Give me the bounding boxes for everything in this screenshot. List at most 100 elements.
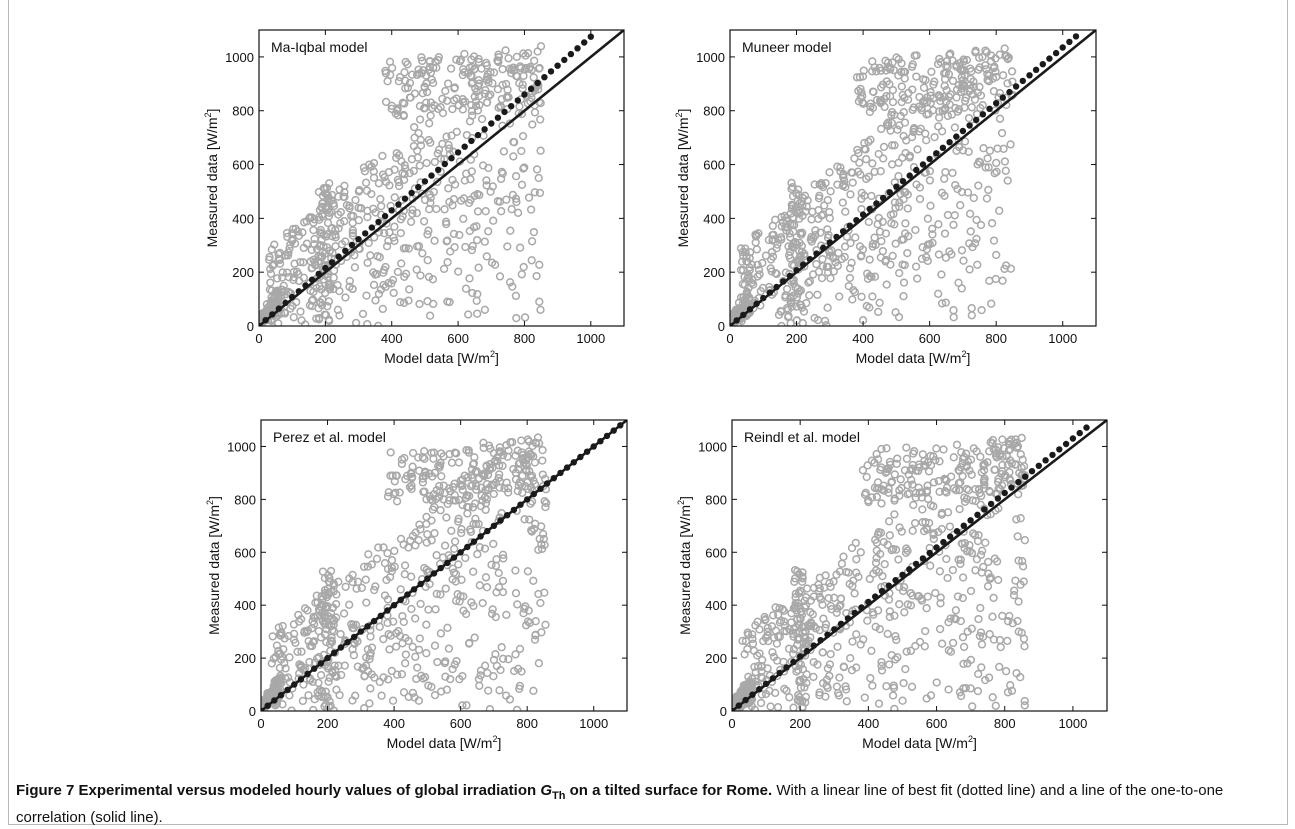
best-fit-dot (933, 544, 940, 551)
scatter-point (900, 74, 909, 83)
scatter-point (914, 483, 923, 492)
scatter-point (847, 258, 856, 267)
best-fit-dot (994, 495, 1002, 502)
scatter-point (1007, 686, 1017, 695)
scatter-point (408, 448, 418, 458)
scatter-point (467, 245, 477, 255)
scatter-point (458, 475, 467, 484)
scatter-point (754, 265, 764, 275)
scatter-point (422, 565, 431, 574)
scatter-point (841, 685, 851, 694)
scatter-point (390, 546, 399, 556)
scatter-point (978, 632, 988, 641)
scatter-point (350, 263, 360, 272)
scatter-point (833, 688, 843, 698)
scatter-point (336, 219, 345, 228)
scatter-point (984, 163, 993, 172)
scatter-point (797, 230, 806, 239)
scatter-point (862, 472, 871, 482)
scatter-point (436, 154, 446, 163)
scatter-point (275, 663, 285, 673)
best-fit-dot (331, 649, 338, 656)
scatter-point (462, 169, 471, 178)
scatter-point (823, 225, 832, 234)
scatter-point (484, 163, 493, 173)
scatter-point (322, 624, 331, 634)
scatter-point (823, 664, 833, 673)
scatter-point (893, 125, 902, 134)
scatter-point (949, 306, 958, 315)
scatter-point (956, 201, 965, 210)
scatter-point (958, 459, 967, 468)
best-fit-dot (324, 654, 331, 662)
scatter-point (505, 695, 515, 704)
best-fit-dot (477, 533, 484, 540)
scatter-point (777, 321, 786, 326)
scatter-point (946, 472, 956, 481)
scatter-point (981, 675, 990, 685)
scatter-point (396, 228, 405, 238)
x-tick-label: 0 (255, 331, 262, 346)
scatter-point (495, 483, 504, 492)
scatter-point (379, 280, 388, 290)
best-fit-dot (454, 149, 462, 156)
scatter-point (911, 225, 920, 235)
scatter-point (536, 146, 545, 155)
scatter-point (837, 559, 847, 568)
scatter-point (367, 189, 376, 199)
scatter-point (956, 559, 965, 569)
scatter-point (887, 110, 896, 120)
scatter-point (447, 131, 456, 140)
scatter-point (976, 628, 986, 637)
best-fit-dot (384, 607, 391, 614)
scatter-point (776, 616, 786, 625)
best-fit-dot (906, 566, 913, 573)
scatter-point (443, 623, 452, 632)
scatter-point (798, 665, 808, 674)
scatter-point (908, 105, 917, 115)
best-fit-dot (315, 270, 322, 278)
scatter-point (519, 164, 528, 173)
scatter-point (496, 448, 505, 457)
x-tick-label: 600 (447, 331, 469, 346)
scatter-point (850, 287, 860, 297)
scatter-point (300, 628, 309, 637)
best-fit-dot (527, 85, 535, 93)
scatter-point (772, 639, 782, 648)
scatter-point (292, 297, 301, 307)
scatter-point (956, 64, 965, 73)
x-axis-label-main: Model data [W/m (862, 735, 968, 751)
scatter-point (498, 169, 507, 178)
scatter-point (369, 158, 379, 168)
caption-body: With a linear line of best fit (dotted l… (16, 782, 1224, 826)
scatter-point (386, 631, 395, 640)
scatter-point (385, 181, 394, 190)
scatter-point (984, 185, 993, 195)
scatter-point (848, 295, 857, 304)
best-fit-dot (474, 131, 482, 139)
scatter-point (498, 65, 507, 74)
scatter-point (496, 665, 505, 675)
best-fit-dot (437, 564, 444, 572)
scatter-point (361, 575, 370, 584)
scatter-point (814, 206, 823, 215)
scatter-point (450, 544, 459, 553)
scatter-point (292, 267, 302, 276)
scatter-point (489, 672, 498, 681)
scatter-point (363, 562, 373, 571)
scatter-point (422, 649, 431, 658)
scatter-point (983, 582, 993, 591)
scatter-point (902, 443, 911, 452)
panel-title: Perez et al. model (273, 429, 386, 445)
scatter-point (789, 239, 798, 248)
scatter-point (952, 93, 961, 102)
scatter-point (405, 482, 415, 492)
scatter-point (513, 208, 523, 217)
scatter-point (948, 638, 958, 648)
y-axis-label-rest: ] (206, 496, 222, 500)
scatter-point (889, 209, 898, 219)
scatter-point (482, 252, 491, 261)
scatter-point (866, 102, 875, 111)
scatter-point (414, 696, 424, 705)
scatter-point (520, 163, 529, 172)
